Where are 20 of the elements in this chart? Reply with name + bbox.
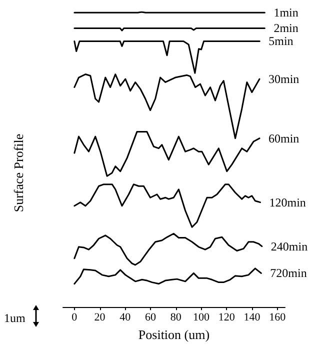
x-tick-label: 0 [72,312,78,324]
series-label: 5min [268,34,294,48]
series-label: 30min [268,72,300,86]
x-tick-label: 40 [120,312,132,324]
series-label: 240min [270,239,308,254]
x-tick-label: 120 [218,312,236,324]
x-tick-label: 60 [145,312,157,324]
series-label: 1min [274,6,298,20]
series-label: 720min [270,266,307,280]
series-label: 2min [274,21,298,36]
x-tick-label: 100 [193,312,210,324]
text: 1um [4,311,26,326]
y-axis-title: Surface Profile [11,134,26,212]
series-label: 60min [268,131,300,146]
x-tick-label: 80 [170,312,182,324]
x-tick-label: 160 [269,312,286,324]
x-axis-title: Position (um) [138,327,210,342]
x-tick-label: 140 [244,312,261,324]
x-tick-label: 20 [94,312,106,324]
series-label: 120min [269,195,306,210]
